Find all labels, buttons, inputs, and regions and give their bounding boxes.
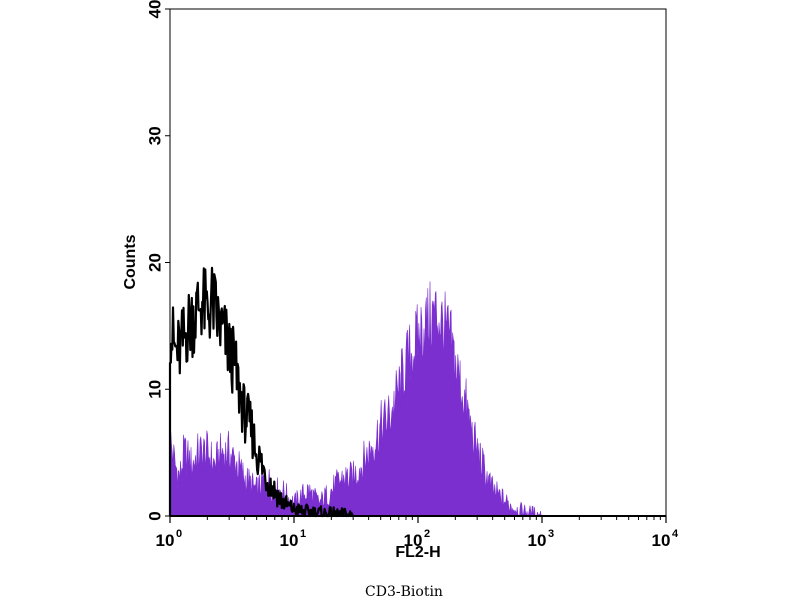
x-axis-title: FL2-H <box>395 544 440 561</box>
x-tick-exponent: 2 <box>424 528 430 540</box>
x-tick-label: 10 0 <box>156 528 183 550</box>
y-tick-label: 20 <box>145 253 164 272</box>
x-tick-label: 10 3 <box>528 528 555 550</box>
y-axis-title: Counts <box>122 234 139 289</box>
y-tick-label: 30 <box>145 126 164 145</box>
x-tick-exponent: 3 <box>548 528 554 540</box>
x-tick-label: 10 1 <box>280 528 307 550</box>
y-tick-label: 40 <box>145 0 164 18</box>
x-tick-exponent: 0 <box>176 528 182 540</box>
x-tick-label: 10 2 <box>404 528 431 550</box>
x-tick-exponent: 1 <box>300 528 306 540</box>
plot-area <box>168 266 542 518</box>
x-tick-base: 10 <box>404 531 423 550</box>
y-tick-label: 0 <box>145 511 164 520</box>
x-tick-exponent: 4 <box>672 528 679 540</box>
x-tick-label: 10 4 <box>652 528 679 550</box>
x-tick-base: 10 <box>652 531 671 550</box>
figure-caption: CD3-Biotin <box>365 584 443 600</box>
x-tick-base: 10 <box>528 531 547 550</box>
series-filled-histogram <box>169 281 542 518</box>
x-tick-base: 10 <box>280 531 299 550</box>
y-tick-label: 10 <box>145 380 164 399</box>
x-tick-base: 10 <box>156 531 175 550</box>
